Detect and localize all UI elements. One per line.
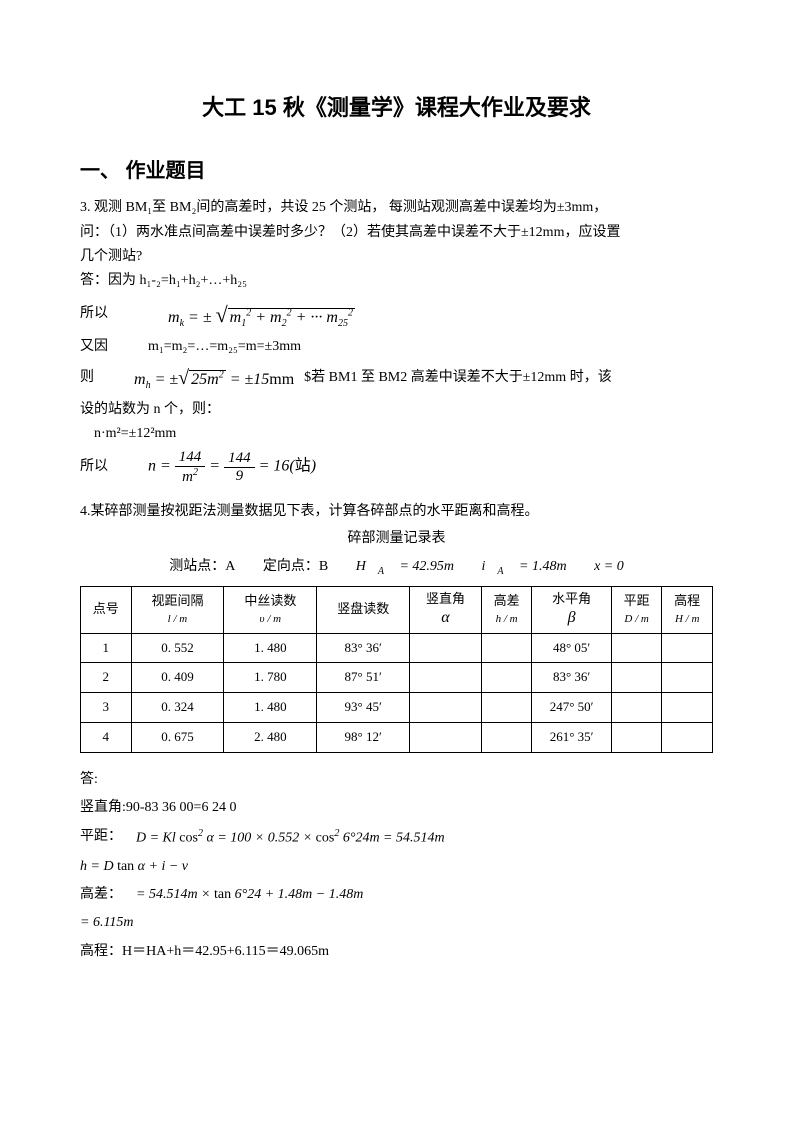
cell-alpha <box>410 633 482 663</box>
th-vd: 竖盘读数 <box>317 586 410 633</box>
formula-mh: mh = ±√25m2 = ±15mm <box>134 362 294 394</box>
label-youyin: 又因 <box>80 336 108 358</box>
table-header-row: 点号 视距间隔l / m 中丝读数υ / m 竖盘读数 竖直角α 高差h / m… <box>81 586 713 633</box>
table-row: 2 0. 409 1. 780 87° 51′ 83° 36′ <box>81 663 713 693</box>
cell-beta: 247° 50′ <box>532 693 611 723</box>
cell-l: 0. 675 <box>131 722 224 752</box>
cell-no: 4 <box>81 722 132 752</box>
q3-line-n: 设的站数为 n 个，则： <box>80 399 713 421</box>
q3-nm2: n·m²=±12²mm <box>94 423 713 445</box>
label-suoyi2: 所以 <box>80 456 108 478</box>
formula-mk-row: 所以 mk = ± √m12 + m22 + ··· m252 <box>80 297 713 332</box>
q4-prompt: 4.某碎部测量按视距法测量数据见下表，计算各碎部点的水平距离和高程。 <box>80 501 713 523</box>
cell-h <box>481 722 532 752</box>
table-row: 4 0. 675 2. 480 98° 12′ 261° 35′ <box>81 722 713 752</box>
gaocha-label: 高差： <box>80 884 136 906</box>
cell-beta: 83° 36′ <box>532 663 611 693</box>
meta-station: 测站点：A <box>169 559 235 574</box>
cell-v: 1. 480 <box>224 693 317 723</box>
cell-d <box>611 633 662 663</box>
gaocha-line: 高差： = 54.514m × tan 6°24 + 1.48m − 1.48m <box>80 884 713 906</box>
table-row: 1 0. 552 1. 480 83° 36′ 48° 05′ <box>81 633 713 663</box>
cell-alpha <box>410 722 482 752</box>
meta-x: x = 0 <box>594 559 624 574</box>
label-ze: 则 <box>80 367 94 389</box>
cell-alpha <box>410 663 482 693</box>
tail-note: $若 BM1 至 BM2 高差中误差不大于±12mm 时，该 <box>304 367 612 389</box>
table-title: 碎部测量记录表 <box>80 528 713 550</box>
m-equal: m₁=m₂=…=m₂₅=m=±3mm <box>148 336 301 358</box>
meta-orient: 定向点：B <box>263 559 328 574</box>
cell-beta: 48° 05′ <box>532 633 611 663</box>
section-heading: 一、 作业题目 <box>80 155 713 187</box>
cell-v: 1. 480 <box>224 633 317 663</box>
cell-v: 1. 780 <box>224 663 317 693</box>
cell-H <box>662 633 713 663</box>
formula-mk: mk = ± √m12 + m22 + ··· m252 <box>168 297 355 332</box>
cell-d <box>611 693 662 723</box>
cell-vd: 87° 51′ <box>317 663 410 693</box>
th-l: 视距间隔l / m <box>131 586 224 633</box>
formula-h2: = 54.514m × tan 6°24 + 1.48m − 1.48m <box>136 884 363 906</box>
formula-n: n = 144m2 = 1449 = 16(站) <box>148 449 316 485</box>
survey-table: 点号 视距间隔l / m 中丝读数υ / m 竖盘读数 竖直角α 高差h / m… <box>80 586 713 753</box>
th-v: 中丝读数υ / m <box>224 586 317 633</box>
page-title: 大工 15 秋《测量学》课程大作业及要求 <box>80 90 713 125</box>
cell-h <box>481 633 532 663</box>
label-suoyi1: 所以 <box>80 303 108 325</box>
cell-h <box>481 693 532 723</box>
formula-D: D = Kl cos2 α = 100 × 0.552 × cos2 6°24m… <box>136 826 445 850</box>
th-H: 高程H / m <box>662 586 713 633</box>
cell-H <box>662 663 713 693</box>
th-no: 点号 <box>81 586 132 633</box>
cell-l: 0. 409 <box>131 663 224 693</box>
th-d: 平距D / m <box>611 586 662 633</box>
cell-no: 2 <box>81 663 132 693</box>
formula-n-row: 所以 n = 144m2 = 1449 = 16(站) <box>80 449 713 485</box>
vertical-angle: 竖直角:90-83 36 00=6 24 0 <box>80 797 713 819</box>
pingju-label: 平距： <box>80 826 136 848</box>
formula-h3: = 6.115m <box>80 912 713 934</box>
cell-l: 0. 324 <box>131 693 224 723</box>
ans-label: 答: <box>80 769 713 791</box>
q3-line2: 问：（1）两水准点间高差中误差时多少？（2）若使其高差中误差不大于±12mm，应… <box>80 222 713 244</box>
formula-h1: h = D tan α + i − v <box>80 856 713 878</box>
pingju-line: 平距： D = Kl cos2 α = 100 × 0.552 × cos2 6… <box>80 826 713 850</box>
cell-h <box>481 663 532 693</box>
cell-alpha <box>410 693 482 723</box>
formula-youyin-row: 又因 m₁=m₂=…=m₂₅=m=±3mm <box>80 336 713 358</box>
cell-vd: 98° 12′ <box>317 722 410 752</box>
th-beta: 水平角β <box>532 586 611 633</box>
th-h: 高差h / m <box>481 586 532 633</box>
th-alpha: 竖直角α <box>410 586 482 633</box>
cell-l: 0. 552 <box>131 633 224 663</box>
q3-line3: 几个测站? <box>80 246 713 268</box>
cell-d <box>611 663 662 693</box>
table-meta: 测站点：A 定向点：B HA = 42.95m iA = 1.48m x = 0 <box>80 556 713 580</box>
meta-ha: HA = 42.95m <box>356 559 454 574</box>
cell-no: 3 <box>81 693 132 723</box>
answer-block: 答: 竖直角:90-83 36 00=6 24 0 平距： D = Kl cos… <box>80 769 713 963</box>
meta-ia: iA = 1.48m <box>482 559 567 574</box>
cell-H <box>662 722 713 752</box>
formula-mh-row: 则 mh = ±√25m2 = ±15mm $若 BM1 至 BM2 高差中误差… <box>80 362 713 394</box>
q3-line1: 3. 观测 BM₁至 BM₂间的高差时，共设 25 个测站， 每测站观测高差中误… <box>80 197 713 219</box>
cell-beta: 261° 35′ <box>532 722 611 752</box>
cell-H <box>662 693 713 723</box>
cell-no: 1 <box>81 633 132 663</box>
cell-vd: 83° 36′ <box>317 633 410 663</box>
cell-vd: 93° 45′ <box>317 693 410 723</box>
table-row: 3 0. 324 1. 480 93° 45′ 247° 50′ <box>81 693 713 723</box>
cell-d <box>611 722 662 752</box>
cell-v: 2. 480 <box>224 722 317 752</box>
gaocheng-line: 高程：H＝HA+h＝42.95+6.115＝49.065m <box>80 941 713 963</box>
q3-answer1: 答：因为 h₁-₂=h₁+h₂+…+h₂₅ <box>80 270 713 292</box>
